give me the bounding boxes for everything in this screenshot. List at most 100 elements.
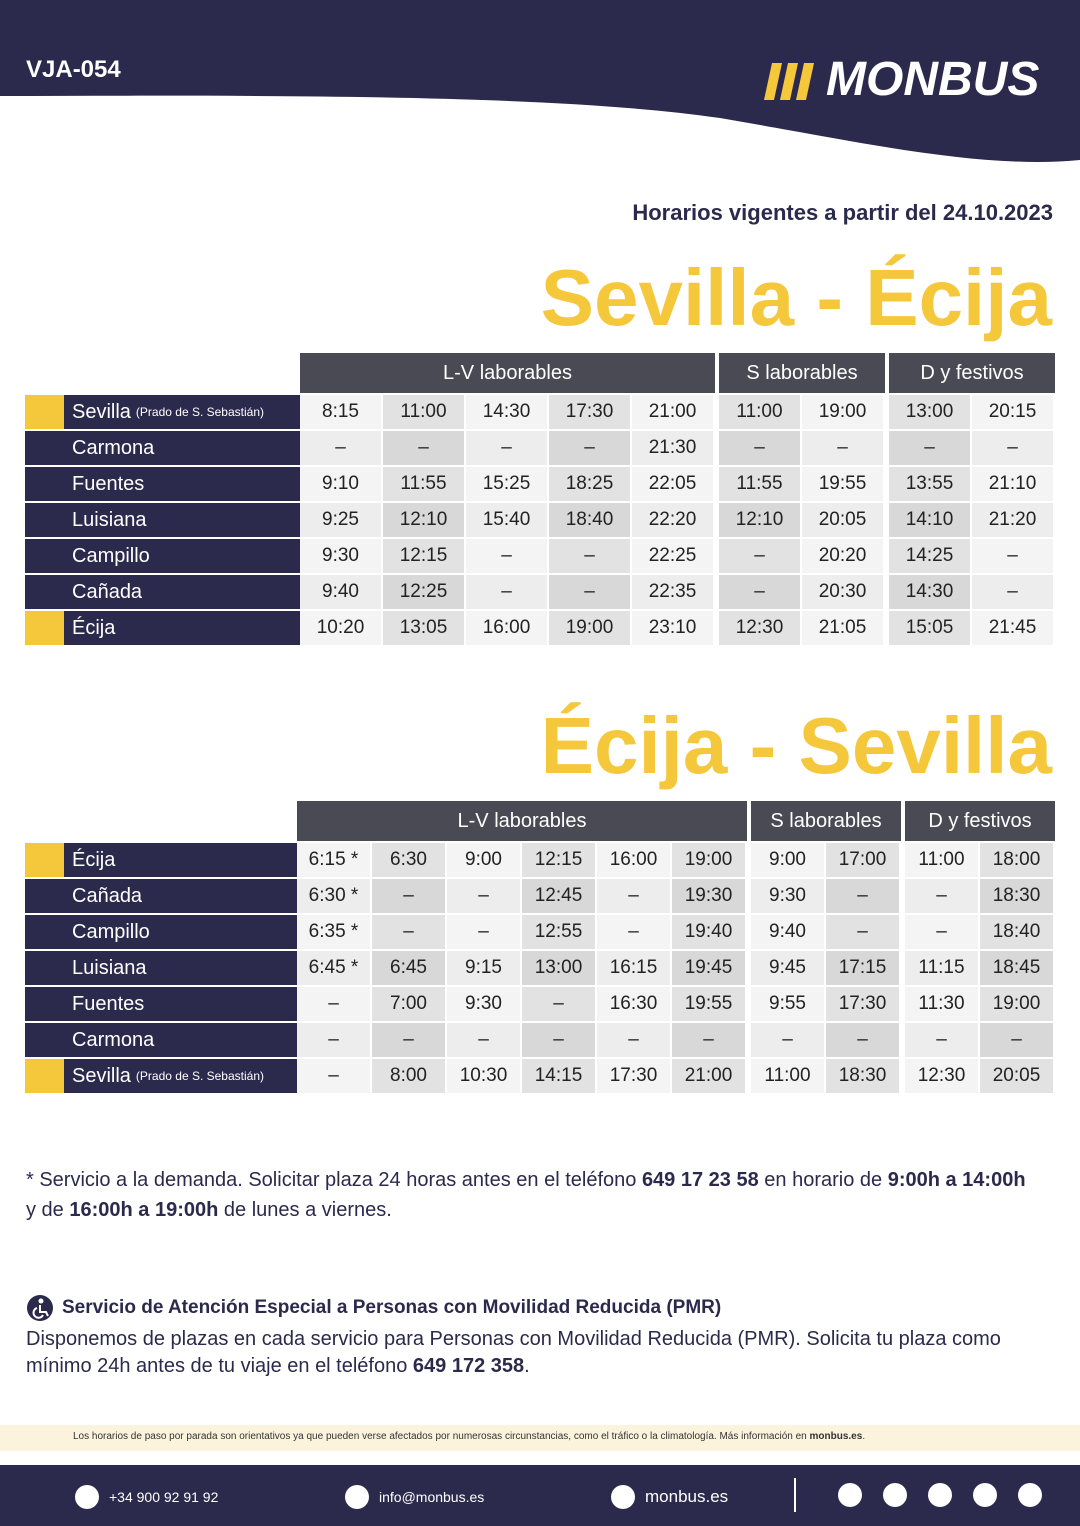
time-cell: – <box>466 575 547 609</box>
time-cell: 12:25 <box>383 575 464 609</box>
stop-name: Cañada <box>25 879 297 913</box>
stop-name: Luisiana <box>25 951 297 985</box>
stop-label: Carmona <box>72 1028 155 1051</box>
time-cell: 19:00 <box>980 987 1053 1021</box>
time-cell: 9:30 <box>447 987 520 1021</box>
time-cell: 16:30 <box>597 987 670 1021</box>
time-cell: – <box>549 431 630 465</box>
time-cell: 16:00 <box>466 611 547 645</box>
stop-marker <box>25 951 64 985</box>
stop-note: (Prado de S. Sebastián) <box>135 405 264 419</box>
stop-label: Cañada <box>72 580 143 603</box>
time-cell: – <box>300 431 381 465</box>
time-cell: 20:20 <box>802 539 883 573</box>
time-cell: – <box>719 431 800 465</box>
time-cell: – <box>297 1059 370 1093</box>
stop-name: Fuentes <box>25 987 297 1021</box>
time-cell: 17:30 <box>826 987 899 1021</box>
stop-marker <box>25 1059 64 1093</box>
stop-marker <box>25 987 64 1021</box>
time-cell: – <box>549 575 630 609</box>
time-cell: 19:30 <box>672 879 745 913</box>
pmr-body: Disponemos de plazas en cada servicio pa… <box>26 1326 1061 1380</box>
youtube[interactable] <box>973 1483 997 1507</box>
time-cell: 18:00 <box>980 843 1053 877</box>
time-cell: – <box>466 539 547 573</box>
time-cell: 21:45 <box>972 611 1053 645</box>
time-cell: – <box>980 1023 1053 1057</box>
time-cell: 12:10 <box>719 503 800 537</box>
stop-label: Fuentes <box>72 472 145 495</box>
time-cell: 21:30 <box>632 431 713 465</box>
time-cell: 9:00 <box>447 843 520 877</box>
time-cell: 6:45 * <box>297 951 370 985</box>
stop-marker <box>25 467 64 501</box>
stop-name: Campillo <box>25 539 300 573</box>
web: monbus.es <box>645 1487 729 1506</box>
time-cell: 11:00 <box>719 395 800 429</box>
twitter[interactable] <box>883 1483 907 1507</box>
time-cell: 22:35 <box>632 575 713 609</box>
group-header: S laborables <box>751 801 901 841</box>
time-cell: – <box>447 1023 520 1057</box>
stop-marker <box>25 503 64 537</box>
time-cell: – <box>297 1023 370 1057</box>
divider <box>794 1478 796 1512</box>
time-cell: 9:15 <box>447 951 520 985</box>
stop-name: Cañada <box>25 575 300 609</box>
time-cell: 6:30 * <box>297 879 370 913</box>
time-cell: 20:05 <box>980 1059 1053 1093</box>
stop-name: Sevilla (Prado de S. Sebastián) <box>25 395 300 429</box>
instagram[interactable] <box>928 1483 952 1507</box>
time-cell: – <box>549 539 630 573</box>
stop-note: (Prado de S. Sebastián) <box>135 1069 264 1083</box>
stop-marker <box>25 843 64 877</box>
time-cell: 12:30 <box>905 1059 978 1093</box>
time-cell: 12:15 <box>522 843 595 877</box>
stop-name: Écija <box>25 843 297 877</box>
text-segment: Disponemos de plazas en cada servicio pa… <box>26 1328 1001 1377</box>
time-cell: 20:05 <box>802 503 883 537</box>
time-cell: – <box>802 431 883 465</box>
time-cell: – <box>719 539 800 573</box>
time-cell: 19:00 <box>802 395 883 429</box>
stop-name: Campillo <box>25 915 297 949</box>
disclaimer-bar <box>0 1425 1080 1451</box>
stop-name: Carmona <box>25 431 300 465</box>
time-cell: 6:30 <box>372 843 445 877</box>
time-cell: 8:00 <box>372 1059 445 1093</box>
valid-from: Horarios vigentes a partir del 24.10.202… <box>632 200 1053 225</box>
text-segment: Los horarios de paso por parada son orie… <box>73 1431 810 1442</box>
stop-marker <box>25 611 64 645</box>
stop-label: Carmona <box>72 436 155 459</box>
stop-name: Sevilla (Prado de S. Sebastián) <box>25 1059 297 1093</box>
time-cell: 11:55 <box>719 467 800 501</box>
time-cell: 21:00 <box>672 1059 745 1093</box>
time-cell: – <box>905 1023 978 1057</box>
stop-marker <box>25 395 64 429</box>
route-title: Sevilla - Écija <box>540 253 1052 342</box>
text-segment: monbus.es <box>809 1431 863 1442</box>
time-cell: – <box>751 1023 824 1057</box>
group-header: D y festivos <box>905 801 1055 841</box>
time-cell: 18:30 <box>826 1059 899 1093</box>
time-cell: 14:15 <box>522 1059 595 1093</box>
time-cell: 18:40 <box>980 915 1053 949</box>
stop-marker <box>25 915 64 949</box>
time-cell: 20:15 <box>972 395 1053 429</box>
facebook[interactable] <box>838 1483 862 1507</box>
time-cell: – <box>522 1023 595 1057</box>
time-cell: 11:15 <box>905 951 978 985</box>
footnote: * Servicio a la demanda. Solicitar plaza… <box>26 1165 1036 1225</box>
time-cell: – <box>597 915 670 949</box>
time-cell: 6:15 * <box>297 843 370 877</box>
text-segment: de lunes a viernes. <box>218 1199 392 1221</box>
time-cell: 13:05 <box>383 611 464 645</box>
time-cell: 9:30 <box>751 879 824 913</box>
time-cell: 6:35 * <box>297 915 370 949</box>
text-segment: 649 17 23 58 <box>641 1169 759 1191</box>
stop-label: Sevilla <box>72 400 131 423</box>
whatsapp[interactable] <box>1018 1483 1042 1507</box>
time-cell: – <box>447 915 520 949</box>
text-segment: . <box>862 1431 866 1442</box>
